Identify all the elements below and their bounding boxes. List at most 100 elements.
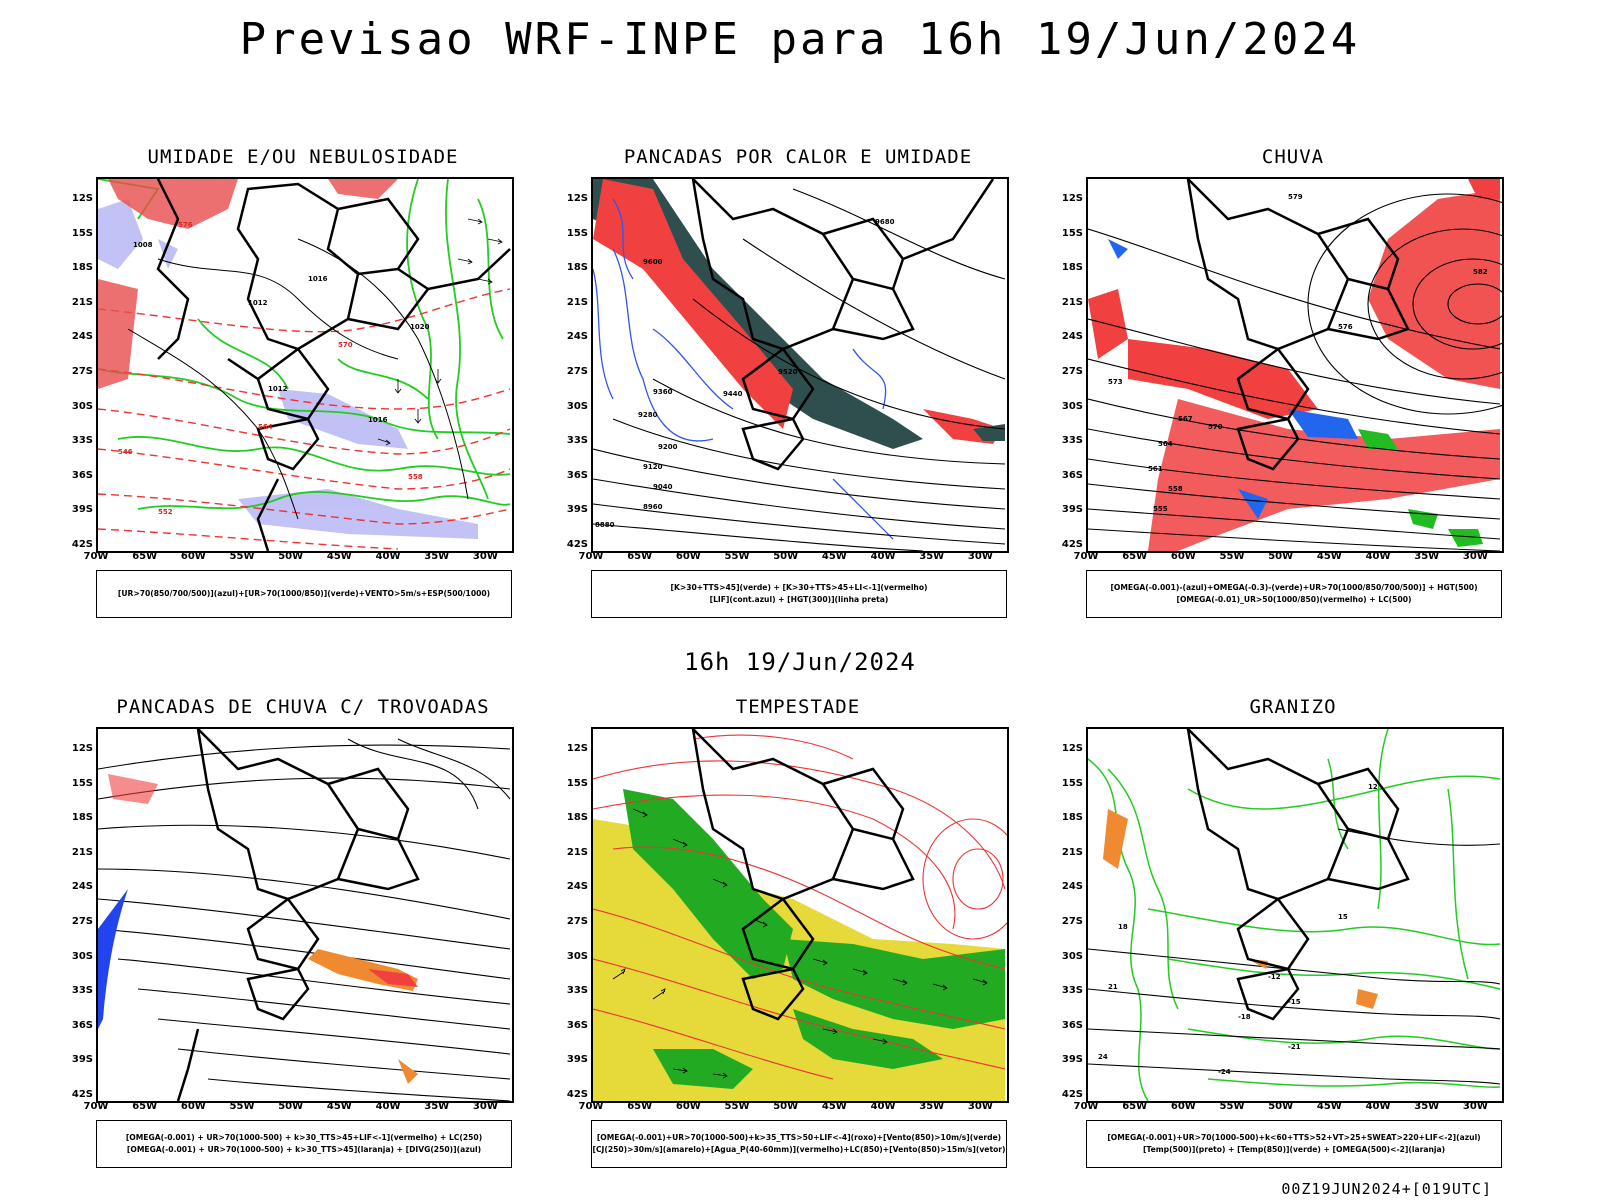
latitude-tick-label: 30S <box>566 400 588 412</box>
panel-title-pancadas-calor: PANCADAS POR CALOR E UMIDADE <box>623 146 973 168</box>
latitude-tick-label: 27S <box>71 916 93 927</box>
longitude-tick-label: 55W <box>229 1101 255 1112</box>
latitude-tick-label: 18S <box>71 812 93 824</box>
longitude-tick-label: 30W <box>472 551 498 562</box>
latitude-tick-label: 21S <box>71 846 93 858</box>
latitude-tick-label: 42S <box>566 1089 588 1100</box>
longitude-tick-label: 65W <box>627 551 653 562</box>
latitude-tick-label: 30S <box>71 950 93 962</box>
longitude-tick-label: 35W <box>919 1101 945 1112</box>
longitude-tick-label: 65W <box>1122 551 1148 562</box>
longitude-tick-label: 45W <box>821 551 847 562</box>
map-pancadas-calor-drawing: 9680 9600 9520 9440 9360 9280 9200 9120 … <box>593 179 1006 551</box>
longitude-tick-label: 50W <box>278 551 304 562</box>
legend-granizo: [OMEGA(-0.001)+UR>70(1000-500)+k<60+TTS>… <box>1086 1120 1502 1168</box>
contour-label: 1016 <box>368 416 388 424</box>
legend-umidade: [UR>70(850/700/500)](azul)+[UR>70(1000/8… <box>96 570 512 618</box>
longitude-tick-label: 70W <box>578 1101 604 1112</box>
latitude-tick-label: 24S <box>1061 881 1083 893</box>
latitude-tick-label: 39S <box>71 1054 93 1066</box>
map-granizo-drawing: 12 15 18 21 24 -12 -15 -18 -21 -24 <box>1088 729 1501 1101</box>
legend-line: [Temp(500)](preto) + [Temp(850)](verde) … <box>1142 1145 1446 1154</box>
longitude-tick-label: 40W <box>870 551 896 562</box>
longitude-tick-label: 50W <box>773 1101 799 1112</box>
latitude-tick-label: 24S <box>71 881 93 893</box>
contour-label: -18 <box>1238 1013 1251 1021</box>
contour-label: 555 <box>1153 505 1168 513</box>
contour-label: -12 <box>1268 973 1281 981</box>
longitude-tick-label: 70W <box>1073 551 1099 562</box>
legend-line: [OMEGA(-0.001)+UR>70(1000-500)+k<60+TTS>… <box>1107 1133 1481 1142</box>
legend-line: [LIF](cont.azul) + [HGT(300)](linha pret… <box>709 595 889 604</box>
latitude-tick-label: 21S <box>1061 296 1083 308</box>
latitude-tick-label: 18S <box>71 262 93 274</box>
longitude-tick-label: 70W <box>1073 1101 1099 1112</box>
latitude-tick-label: 15S <box>71 777 93 789</box>
longitude-tick-label: 30W <box>1462 1101 1488 1112</box>
latitude-tick-label: 36S <box>71 1019 93 1031</box>
latitude-tick-label: 12S <box>71 193 93 204</box>
contour-label: 21 <box>1108 983 1118 991</box>
latitude-tick-label: 24S <box>71 331 93 343</box>
longitude-tick-label: 55W <box>229 551 255 562</box>
latitude-tick-label: 24S <box>566 331 588 343</box>
latitude-tick-label: 39S <box>566 1054 588 1066</box>
legend-line: [OMEGA(-0.001)-(azul)+OMEGA(-0.3)-(verde… <box>1110 583 1478 592</box>
legend-line: [OMEGA(-0.001) + UR>70(1000-500) + k>30_… <box>126 1145 482 1154</box>
latitude-tick-label: 33S <box>566 435 588 447</box>
contour-label: 9280 <box>638 411 658 419</box>
latitude-tick-label: 27S <box>1061 366 1083 377</box>
latitude-tick-label: 27S <box>1061 916 1083 927</box>
latitude-tick-label: 33S <box>566 985 588 997</box>
longitude-tick-label: 50W <box>1268 1101 1294 1112</box>
contour-label: 15 <box>1338 913 1348 921</box>
longitude-tick-label: 70W <box>83 1101 109 1112</box>
latitude-tick-label: 15S <box>1061 227 1083 239</box>
latitude-tick-label: 18S <box>566 812 588 824</box>
longitude-tick-label: 40W <box>375 551 401 562</box>
latitude-tick-label: 39S <box>1061 1054 1083 1066</box>
contour-label: 9440 <box>723 390 743 398</box>
longitude-tick-label: 45W <box>326 551 352 562</box>
longitude-tick-label: 30W <box>967 551 993 562</box>
map-trovoadas <box>96 727 514 1103</box>
longitude-tick-label: 40W <box>375 1101 401 1112</box>
contour-label: -21 <box>1288 1043 1301 1051</box>
contour-label: 561 <box>1148 465 1163 473</box>
map-umidade-drawing: 1008 1012 1016 1012 1016 1020 576 570 56… <box>98 179 511 551</box>
contour-label: 24 <box>1098 1053 1108 1061</box>
map-granizo: 12 15 18 21 24 -12 -15 -18 -21 -24 <box>1086 727 1504 1103</box>
longitude-tick-label: 40W <box>870 1101 896 1112</box>
latitude-tick-label: 30S <box>71 400 93 412</box>
contour-label: 570 <box>1208 423 1223 431</box>
contour-label: 9200 <box>658 443 678 451</box>
contour-label: 9600 <box>643 258 663 266</box>
contour-label: 573 <box>1108 378 1123 386</box>
contour-label: 558 <box>1168 485 1183 493</box>
longitude-tick-label: 45W <box>326 1101 352 1112</box>
latitude-tick-label: 12S <box>566 743 588 754</box>
contour-label: 546 <box>118 448 133 456</box>
longitude-tick-label: 45W <box>1316 551 1342 562</box>
legend-pancadas-calor: [K>30+TTS>45](verde) + [K>30+TTS>45+LI<-… <box>591 570 1007 618</box>
contour-label: 579 <box>1288 193 1303 201</box>
longitude-tick-label: 55W <box>724 551 750 562</box>
latitude-tick-label: 33S <box>1061 435 1083 447</box>
contour-label: 576 <box>1338 323 1353 331</box>
latitude-tick-label: 36S <box>71 469 93 481</box>
contour-label: 1016 <box>308 275 328 283</box>
contour-label: 12 <box>1368 783 1378 791</box>
latitude-tick-label: 33S <box>1061 985 1083 997</box>
legend-line: [OMEGA(-0.01)_UR>50(1000/850)(vermelho) … <box>1176 595 1412 604</box>
longitude-tick-label: 30W <box>967 1101 993 1112</box>
contour-label: 1012 <box>268 385 288 393</box>
longitude-tick-label: 50W <box>1268 551 1294 562</box>
latitude-tick-label: 30S <box>1061 950 1083 962</box>
legend-trovoadas: [OMEGA(-0.001) + UR>70(1000-500) + k>30_… <box>96 1120 512 1168</box>
map-pancadas-calor: 9680 9600 9520 9440 9360 9280 9200 9120 … <box>591 177 1009 553</box>
latitude-tick-label: 42S <box>566 539 588 550</box>
latitude-tick-label: 21S <box>566 846 588 858</box>
contour-label: 9040 <box>653 483 673 491</box>
contour-label: 8880 <box>595 521 615 529</box>
longitude-tick-label: 35W <box>919 551 945 562</box>
